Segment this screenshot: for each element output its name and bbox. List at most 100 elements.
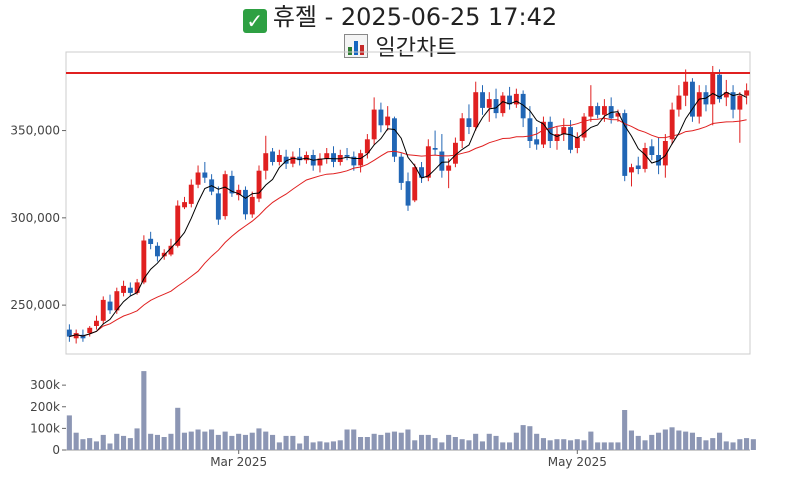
volume-bar xyxy=(676,430,682,450)
volume-bar xyxy=(202,431,208,450)
volume-bar xyxy=(209,429,215,450)
volume-bar xyxy=(148,433,154,450)
candle-body xyxy=(493,99,499,114)
volume-bar xyxy=(114,433,120,450)
volume-bar xyxy=(642,440,648,450)
volume-bar xyxy=(459,439,465,450)
candle-body xyxy=(622,113,628,176)
candle-body xyxy=(182,202,187,208)
volume-bar xyxy=(601,442,607,450)
volume-bar xyxy=(608,442,614,450)
volume-bar xyxy=(181,432,187,450)
candle-body xyxy=(371,109,377,140)
candle-body xyxy=(425,146,431,178)
volume-bar xyxy=(737,439,743,450)
volume-bar xyxy=(330,441,336,450)
xtick-label: Mar 2025 xyxy=(210,455,267,469)
candle-body xyxy=(635,165,641,169)
volume-bar xyxy=(93,441,99,450)
volume-bar xyxy=(696,437,702,450)
volume-bar xyxy=(154,434,160,450)
volume-bar xyxy=(493,435,499,450)
candle-body xyxy=(80,334,86,339)
candle-body xyxy=(290,156,296,164)
volume-bar xyxy=(256,428,262,450)
candle-body xyxy=(398,156,404,183)
bar-chart-icon xyxy=(343,34,368,58)
moving-average-short-line xyxy=(69,91,747,337)
volume-bar xyxy=(371,433,377,450)
candle-body xyxy=(459,118,465,141)
candle-body xyxy=(554,134,560,141)
volume-bar xyxy=(324,442,330,450)
candle-body xyxy=(473,92,479,128)
volume-bar xyxy=(121,435,127,450)
candle-body xyxy=(534,139,540,145)
volume-bar xyxy=(364,437,370,450)
volume-bar xyxy=(689,432,695,450)
candle-body xyxy=(446,165,452,171)
candle-body xyxy=(669,109,675,140)
volume-bar xyxy=(615,442,621,450)
volume-bar xyxy=(344,429,350,450)
candle-body xyxy=(155,245,160,257)
candle-body xyxy=(256,170,262,199)
candle-body xyxy=(317,158,323,166)
volume-bar xyxy=(744,438,750,450)
volume-bar xyxy=(730,442,736,450)
price-ytick-label: 250,000 xyxy=(10,298,60,312)
volume-bar xyxy=(703,440,709,450)
volume-bar xyxy=(723,441,729,450)
volume-bar xyxy=(527,426,533,450)
volume-ytick-label: 0 xyxy=(52,443,60,457)
volume-bar xyxy=(500,442,506,450)
volume-bar xyxy=(405,429,411,450)
candle-body xyxy=(141,240,147,283)
volume-bar xyxy=(385,432,391,450)
candle-body xyxy=(222,174,228,217)
chart-subtitle-line2: 일간차트 xyxy=(0,34,800,63)
volume-bar xyxy=(507,442,513,450)
candle-body xyxy=(513,93,519,105)
volume-bar xyxy=(683,431,689,450)
candle-body xyxy=(656,155,661,166)
volume-bar xyxy=(276,442,282,450)
volume-bar xyxy=(236,433,242,450)
volume-bar xyxy=(520,425,526,450)
xtick-label: May 2025 xyxy=(548,455,607,469)
volume-bar xyxy=(161,437,167,450)
candle-body xyxy=(344,155,350,157)
candle-body xyxy=(107,301,113,311)
candle-body xyxy=(249,196,255,215)
volume-bar xyxy=(588,431,594,450)
volume-bar xyxy=(100,434,106,450)
candle-body xyxy=(662,141,668,166)
candle-body xyxy=(412,167,418,201)
volume-bar xyxy=(656,432,662,450)
candle-body xyxy=(358,153,364,166)
volume-bar xyxy=(337,440,343,450)
candle-body xyxy=(527,118,533,141)
volume-bar xyxy=(175,407,181,450)
chart-title-text: 휴젤 - 2025-06-25 17:42 xyxy=(272,3,558,31)
candle-body xyxy=(378,109,384,126)
volume-bar xyxy=(479,441,485,450)
check-mark-icon: ✓ xyxy=(242,9,267,33)
candle-body xyxy=(283,156,289,164)
price-ytick-label: 300,000 xyxy=(10,211,60,225)
candle-body xyxy=(419,167,424,178)
candle-body xyxy=(723,92,729,98)
moving-average-long-line xyxy=(69,117,747,337)
candle-body xyxy=(439,151,445,171)
volume-ytick-label: 100k xyxy=(30,421,60,435)
candle-body xyxy=(710,72,716,105)
candle-body xyxy=(175,205,181,246)
volume-bar xyxy=(574,439,580,450)
candle-body xyxy=(134,282,140,293)
volume-bar xyxy=(80,439,86,450)
volume-bar xyxy=(391,431,397,450)
volume-bar xyxy=(215,434,221,450)
price-panel-frame xyxy=(65,51,751,355)
candle-body xyxy=(405,181,411,206)
